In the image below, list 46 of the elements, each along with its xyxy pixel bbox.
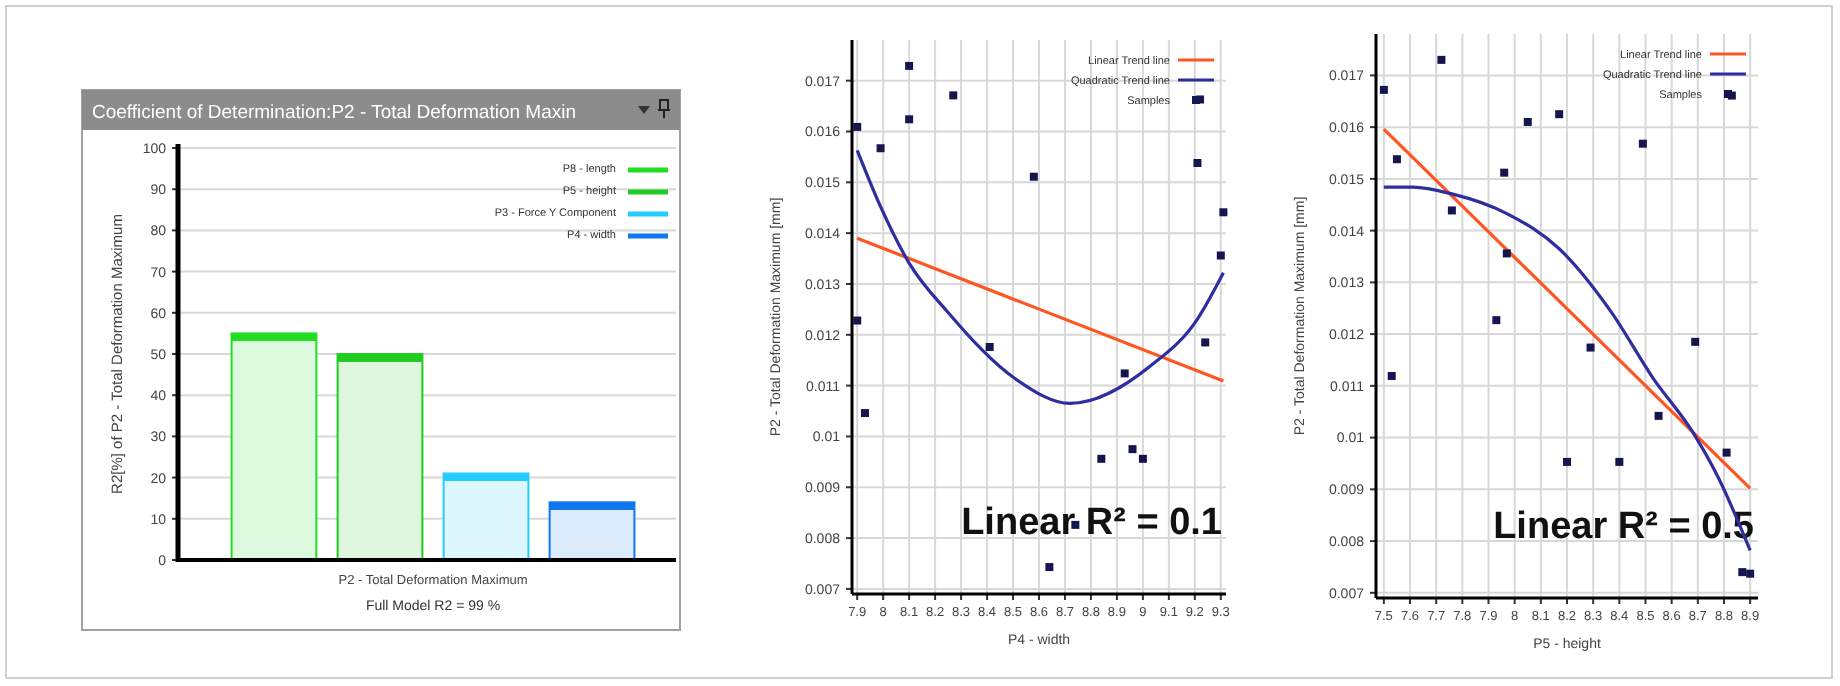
chart-title: Coefficient of Determination:P2 - Total Deformation Maxin	[92, 102, 577, 124]
point	[1387, 372, 1396, 381]
point	[853, 316, 862, 325]
bar	[230, 332, 318, 561]
point	[905, 115, 914, 124]
bar	[548, 501, 636, 561]
point	[853, 122, 862, 131]
point	[1120, 369, 1129, 378]
bar	[442, 472, 530, 561]
point	[1563, 457, 1571, 466]
point	[1615, 457, 1624, 466]
point	[985, 342, 994, 351]
point	[1219, 208, 1228, 217]
point	[1492, 316, 1501, 325]
point	[1029, 172, 1038, 181]
point	[1500, 168, 1509, 177]
point	[1138, 454, 1147, 463]
line-series	[1382, 185, 1752, 552]
point	[1196, 95, 1205, 104]
point	[1045, 563, 1054, 572]
point	[876, 144, 885, 153]
point	[905, 61, 914, 70]
point	[1447, 206, 1456, 215]
point	[860, 409, 869, 418]
point	[1437, 55, 1446, 64]
point	[1746, 569, 1755, 578]
point	[1523, 117, 1532, 126]
point	[949, 91, 958, 100]
point	[1379, 85, 1388, 94]
point	[1555, 110, 1564, 119]
bar	[336, 353, 424, 561]
point	[1691, 337, 1700, 346]
point	[1502, 249, 1511, 258]
point	[1586, 343, 1595, 352]
point	[1216, 251, 1225, 260]
point	[1392, 155, 1401, 164]
annotation: Linear R² = 0.1	[961, 502, 1223, 544]
point	[1654, 411, 1663, 420]
point	[1201, 338, 1210, 347]
point	[1638, 139, 1647, 148]
point	[1738, 568, 1747, 577]
point	[1128, 445, 1137, 454]
point	[1722, 448, 1731, 457]
point	[1193, 159, 1202, 167]
point	[1097, 454, 1106, 463]
line-series	[855, 148, 1225, 405]
